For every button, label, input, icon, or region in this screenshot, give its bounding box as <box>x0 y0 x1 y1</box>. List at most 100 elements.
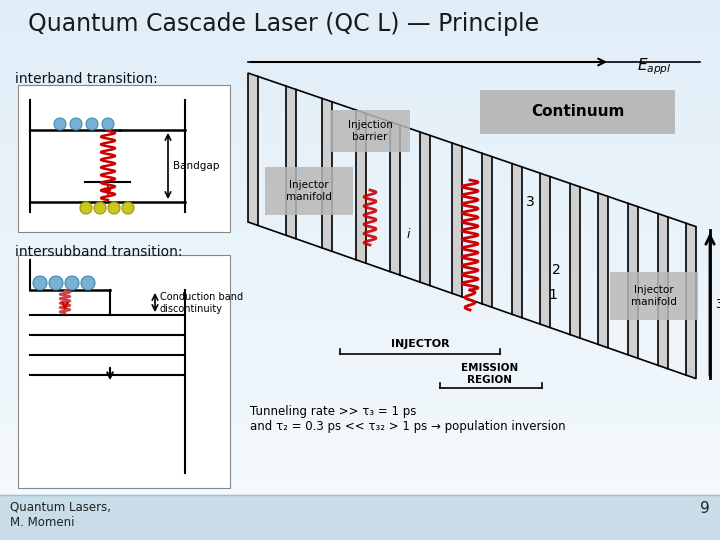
Bar <box>0 84 720 85</box>
Bar <box>0 147 720 148</box>
Bar <box>0 366 720 367</box>
Bar <box>0 331 720 332</box>
Bar <box>0 450 720 451</box>
Bar <box>0 285 720 286</box>
Bar <box>0 20 720 21</box>
Bar <box>0 201 720 202</box>
Bar <box>0 209 720 210</box>
Bar <box>0 418 720 419</box>
Bar <box>0 234 720 235</box>
Bar <box>0 266 720 267</box>
Bar <box>0 2 720 3</box>
Bar <box>0 527 720 528</box>
Bar <box>0 464 720 465</box>
Bar <box>0 64 720 65</box>
Bar <box>0 503 720 504</box>
Bar <box>0 188 720 189</box>
Bar <box>0 176 720 177</box>
Bar <box>0 352 720 353</box>
Bar <box>0 446 720 447</box>
Bar <box>0 46 720 47</box>
Bar <box>0 531 720 532</box>
Bar <box>0 382 720 383</box>
Bar <box>0 330 720 331</box>
Bar <box>0 174 720 175</box>
Bar <box>0 386 720 387</box>
Bar <box>0 377 720 378</box>
Bar <box>0 252 720 253</box>
Bar <box>0 508 720 509</box>
Bar <box>0 155 720 156</box>
Bar <box>0 281 720 282</box>
Bar <box>0 289 720 290</box>
Bar <box>0 412 720 413</box>
Bar <box>0 388 720 389</box>
Bar <box>0 198 720 199</box>
Bar <box>0 130 720 131</box>
Bar <box>0 22 720 23</box>
Bar <box>0 422 720 423</box>
Bar <box>0 124 720 125</box>
Bar <box>0 454 720 455</box>
Bar <box>0 538 720 539</box>
Bar <box>0 225 720 226</box>
Bar <box>0 492 720 493</box>
Bar <box>0 355 720 356</box>
Bar <box>0 56 720 57</box>
Bar <box>0 5 720 6</box>
Bar <box>0 428 720 429</box>
Bar <box>0 479 720 480</box>
Bar <box>0 131 720 132</box>
Circle shape <box>80 202 92 214</box>
Bar <box>0 30 720 31</box>
Bar <box>0 456 720 457</box>
Bar <box>0 153 720 154</box>
Circle shape <box>49 276 63 290</box>
Bar <box>0 323 720 324</box>
Bar <box>0 34 720 35</box>
Bar <box>0 83 720 84</box>
Bar <box>0 173 720 174</box>
Bar <box>0 70 720 71</box>
Bar <box>0 417 720 418</box>
Text: Conduction band
discontinuity: Conduction band discontinuity <box>160 292 243 314</box>
Bar <box>0 504 720 505</box>
Bar <box>0 394 720 395</box>
Bar <box>0 210 720 211</box>
Bar <box>0 151 720 152</box>
Bar <box>0 85 720 86</box>
Bar <box>0 220 720 221</box>
Bar <box>0 288 720 289</box>
Bar <box>0 121 720 122</box>
Bar <box>0 185 720 186</box>
Bar <box>0 374 720 375</box>
Bar <box>0 276 720 277</box>
Bar <box>0 123 720 124</box>
Bar <box>0 466 720 467</box>
Bar <box>0 465 720 466</box>
Bar <box>0 505 720 506</box>
Bar <box>0 213 720 214</box>
Bar <box>0 89 720 90</box>
Bar <box>0 73 720 74</box>
Bar <box>0 215 720 216</box>
Bar <box>0 351 720 352</box>
Bar <box>0 405 720 406</box>
Polygon shape <box>390 122 400 275</box>
Bar <box>0 280 720 281</box>
Bar <box>0 320 720 321</box>
Bar <box>0 463 720 464</box>
Bar <box>0 344 720 345</box>
Bar <box>0 190 720 191</box>
Bar <box>0 110 720 111</box>
Bar <box>0 451 720 452</box>
Bar <box>0 138 720 139</box>
Bar <box>0 460 720 461</box>
Bar <box>0 67 720 68</box>
Bar <box>0 148 720 149</box>
Bar <box>0 19 720 20</box>
Bar <box>0 49 720 50</box>
Bar <box>0 416 720 417</box>
Bar <box>0 182 720 183</box>
Bar <box>0 244 720 245</box>
